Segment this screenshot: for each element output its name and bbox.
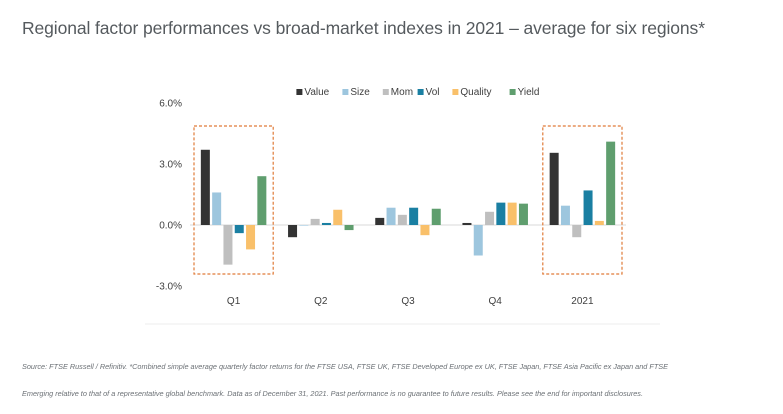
legend-swatch (342, 89, 349, 95)
bar (606, 141, 616, 225)
chart-title: Regional factor performances vs broad-ma… (22, 18, 705, 38)
bar (397, 214, 407, 225)
bar (507, 202, 517, 225)
bar (333, 209, 343, 225)
bar (288, 225, 298, 238)
bar (375, 217, 385, 225)
legend-swatch (382, 89, 389, 95)
y-tick-label: 0.0% (159, 221, 182, 232)
bar (583, 190, 593, 225)
bar-chart: -3.0% 0.0% 3.0% 6.0% Q1 Q2 Q3 Q4 2021 Value Size Mo… (145, 87, 660, 325)
bar (234, 225, 244, 234)
legend-label: Size (350, 87, 370, 98)
y-tick-label: 3.0% (159, 160, 182, 171)
highlight-box (542, 125, 623, 275)
bar (257, 176, 267, 225)
x-tick-label: Q3 (401, 296, 415, 307)
bar (594, 220, 604, 225)
legend-label: Quality (460, 87, 491, 98)
footnote-source: Source: FTSE Russell / Refinitiv. *Combi… (22, 362, 669, 371)
bar (560, 205, 570, 225)
x-tick-label: Q2 (314, 296, 328, 307)
highlight-box (193, 125, 274, 275)
x-tick-label: Q1 (227, 296, 241, 307)
bar (473, 225, 483, 256)
legend-swatch (452, 89, 459, 95)
x-tick-label: Q4 (489, 296, 503, 307)
bar (496, 202, 506, 225)
legend-label: Mom (391, 87, 413, 98)
bar (212, 192, 222, 225)
legend-swatch (417, 89, 424, 95)
bar (572, 225, 582, 238)
bar (420, 225, 430, 236)
bar (431, 208, 441, 225)
legend-label: Yield (518, 87, 540, 98)
legend-swatch (509, 89, 516, 95)
chart-area: -3.0% 0.0% 3.0% 6.0% Q1 Q2 Q3 Q4 2021 Value Size Mo… (145, 87, 660, 325)
bar (386, 207, 396, 225)
bar (200, 149, 210, 225)
bar (409, 207, 419, 225)
bar (485, 211, 495, 225)
bar (321, 222, 331, 225)
legend-swatch (296, 89, 303, 95)
legend-label: Vol (426, 87, 440, 98)
x-tick-label: 2021 (571, 296, 594, 307)
bar (310, 218, 320, 225)
y-tick-label: -3.0% (156, 282, 182, 293)
y-tick-label: 6.0% (159, 99, 182, 110)
legend-label: Value (304, 87, 329, 98)
bar (223, 225, 233, 265)
bar (299, 225, 309, 226)
bar (518, 203, 528, 225)
bar (344, 225, 354, 231)
bar (462, 222, 472, 225)
bar (246, 225, 256, 250)
bar (549, 152, 559, 225)
footnote-disclaimer: Emerging relative to that of a represent… (22, 389, 643, 398)
